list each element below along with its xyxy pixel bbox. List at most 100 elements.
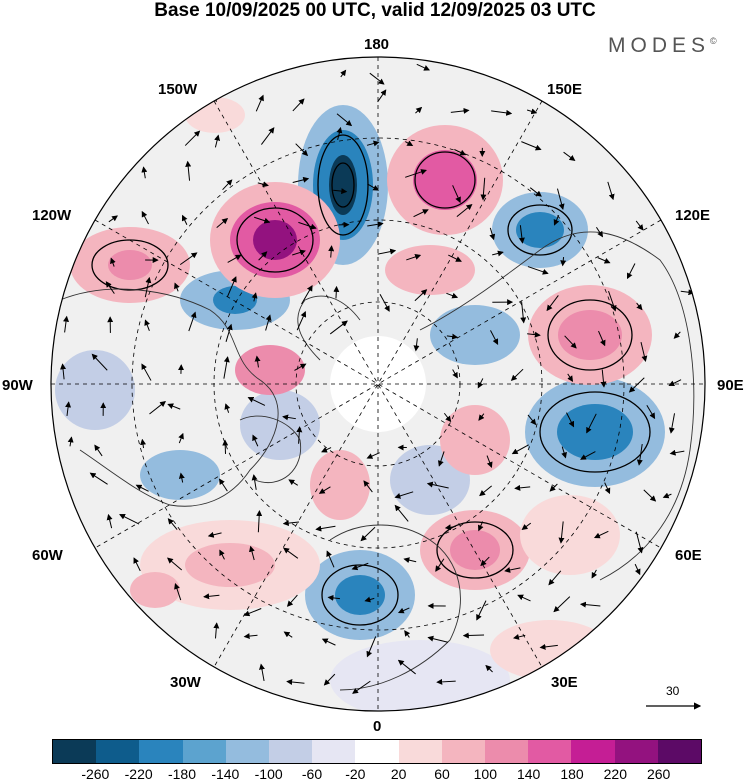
wind-arrow [478, 413, 485, 421]
lon-label-150w: 150W [158, 81, 198, 98]
wind-arrow [436, 678, 456, 685]
wind-arrow [144, 276, 152, 298]
wind-arrow [328, 245, 335, 258]
wind-arrow [283, 547, 299, 559]
brand-mark: © [710, 36, 717, 46]
wind-arrow [207, 531, 222, 538]
anomaly-blob [385, 245, 475, 295]
wind-arrow [286, 678, 305, 685]
lon-label-180: 180 [364, 36, 390, 53]
colorbar-tick-label: -260 [81, 766, 110, 782]
wind-arrow [626, 263, 636, 280]
wind-arrow [527, 266, 549, 275]
wind-arrow [553, 596, 571, 613]
wind-arrow [511, 444, 529, 455]
reference-vector-label: 30 [666, 684, 680, 698]
contour [507, 204, 573, 256]
pole-area [330, 336, 426, 432]
wind-arrow [560, 257, 567, 267]
wind-arrow [249, 545, 255, 561]
wind-arrow [462, 632, 485, 639]
contour [236, 207, 314, 273]
wind-arrow [643, 489, 657, 502]
wind-arrow [243, 608, 262, 617]
wind-arrow [397, 659, 416, 675]
wind-arrow [397, 607, 410, 614]
colorbar-tick-label: -100 [254, 766, 283, 782]
anomaly-blob [430, 305, 520, 365]
colorbar-segment [398, 740, 442, 763]
colorbar-tick-label: -220 [124, 766, 153, 782]
colorbar-segment [614, 740, 658, 763]
meridian [213, 100, 543, 668]
contour [414, 151, 476, 209]
wind-arrow [669, 449, 685, 456]
wind-arrow [259, 663, 265, 681]
wind-arrow [203, 593, 220, 600]
meridian [94, 219, 662, 549]
wind-arrow [668, 413, 676, 434]
wind-arrow [435, 558, 445, 572]
wind-arrow [367, 183, 380, 191]
wind-arrow [282, 520, 300, 527]
wind-arrow [258, 251, 268, 261]
wind-arrow [394, 491, 414, 499]
colorbar-segment [355, 740, 399, 763]
colorbar-tick-label: 220 [603, 766, 628, 782]
wind-arrow [296, 310, 307, 331]
colorbar-tick-label: 60 [434, 766, 450, 782]
wind-arrow [219, 549, 225, 560]
wind-arrow [283, 631, 293, 638]
colorbar-tick-label: 180 [560, 766, 584, 782]
wind-arrow [218, 478, 228, 492]
wind-arrow [296, 426, 303, 444]
wind-arrow [301, 285, 313, 305]
wind-arrow [292, 176, 310, 183]
wind-arrow [477, 378, 484, 389]
lon-label-150e: 150E [547, 81, 583, 98]
wind-arrow [539, 643, 558, 650]
wind-arrow [561, 446, 567, 459]
wind-arrow [405, 140, 414, 147]
colorbar-segment [96, 740, 140, 763]
wind-arrow [89, 472, 108, 485]
colorbar-tick-label: 100 [473, 766, 498, 782]
wind-arrow [213, 622, 220, 639]
wind-arrow [110, 257, 116, 267]
wind-arrow [141, 166, 148, 179]
contour [317, 134, 369, 236]
wind-arrow [556, 188, 565, 210]
wind-arrow [579, 601, 601, 608]
wind-arrow [292, 249, 306, 256]
wind-arrow [351, 562, 369, 571]
colorbar-segment [657, 740, 702, 763]
anomaly-blob [108, 250, 152, 280]
wind-arrow [181, 214, 188, 225]
wind-arrow [526, 108, 538, 115]
wind-arrow [223, 356, 230, 379]
colorbar-segment [182, 740, 226, 763]
wind-arrow [636, 302, 643, 311]
wind-vectors [60, 63, 695, 694]
meridian [213, 100, 543, 668]
wind-arrow [167, 557, 183, 571]
wind-arrow [416, 63, 431, 71]
wind-arrow [224, 403, 231, 413]
wind-arrow [167, 403, 181, 410]
wind-arrow [94, 444, 103, 457]
colorbar-tick-label: 260 [646, 766, 671, 782]
wind-arrow [364, 596, 375, 603]
wind-arrow [367, 221, 384, 228]
wind-arrow [321, 447, 332, 453]
anomaly-field [55, 97, 665, 711]
wind-arrow [257, 181, 269, 188]
anomaly-blob [557, 404, 633, 460]
wind-arrow [504, 567, 521, 573]
wind-arrow [255, 94, 264, 112]
wind-arrow [133, 557, 141, 572]
wind-arrow [604, 482, 611, 495]
wind-arrow [294, 363, 307, 371]
colorbar-segment [528, 740, 572, 763]
wind-arrow [63, 315, 70, 333]
wind-arrow [476, 600, 487, 621]
